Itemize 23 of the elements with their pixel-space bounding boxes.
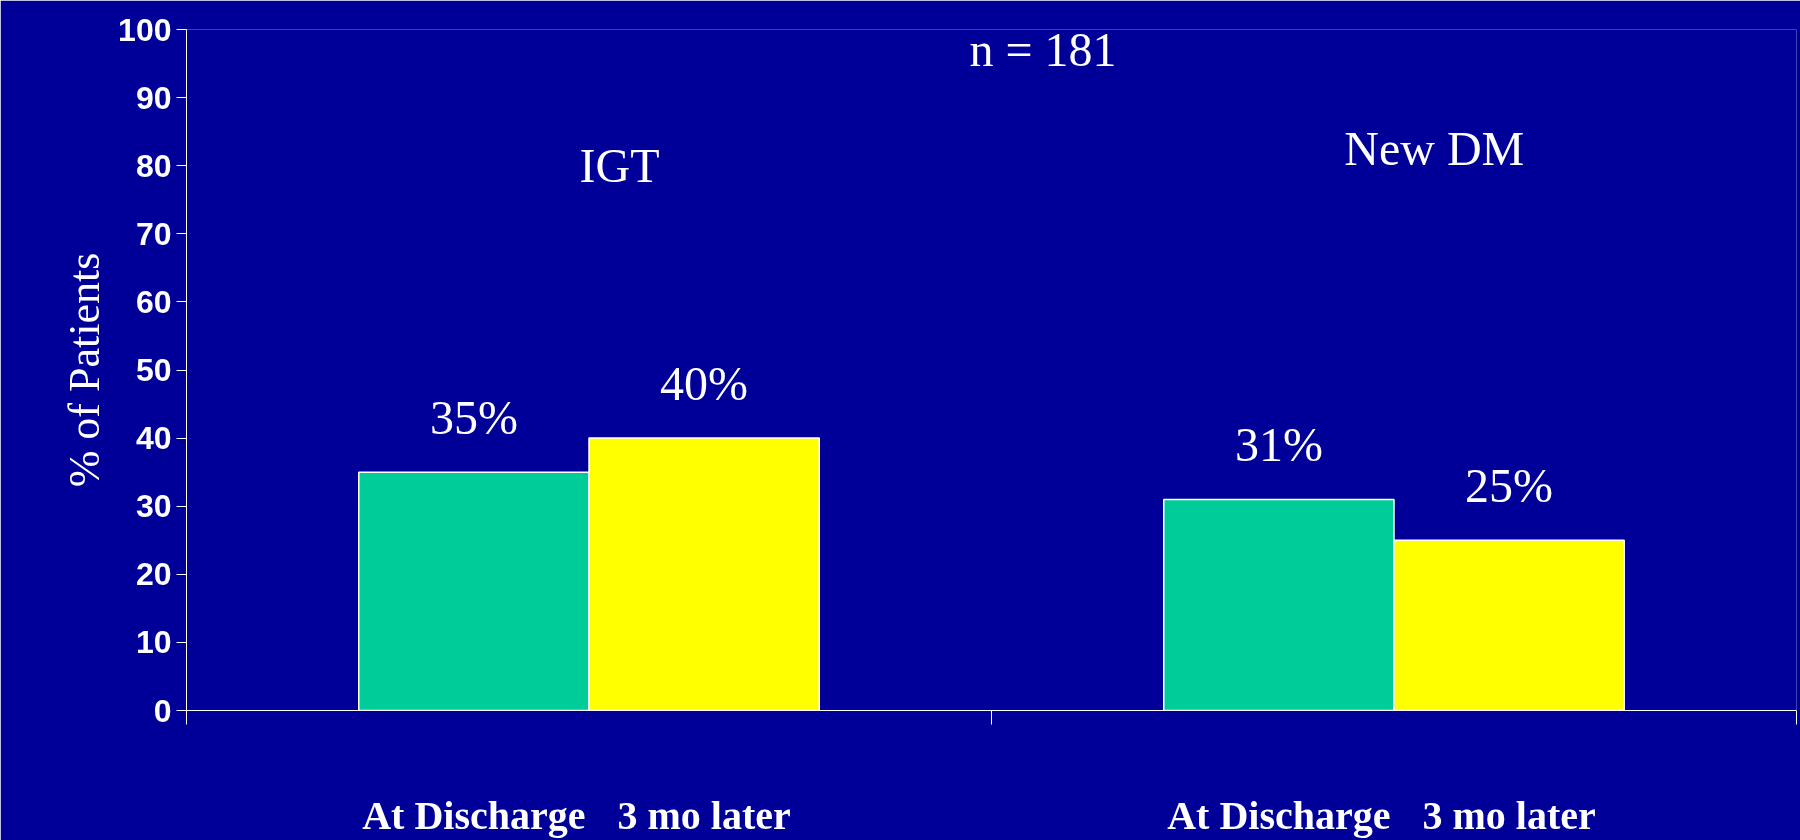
- y-tick-label: 80: [135, 147, 172, 184]
- y-tick-label: 100: [118, 11, 172, 48]
- y-tick-label: 60: [135, 283, 172, 320]
- annotation: IGT: [579, 139, 660, 193]
- data-label: 25%: [1465, 459, 1554, 513]
- y-tick-label: 10: [135, 624, 172, 661]
- y-tick-label: 20: [135, 556, 172, 593]
- y-tick-label: 30: [135, 488, 172, 525]
- annotation: n = 181: [969, 23, 1117, 77]
- x-tick-label: 3 mo later: [1422, 792, 1596, 838]
- data-label: 40%: [660, 357, 749, 411]
- y-tick-label: 90: [135, 79, 172, 116]
- annotation: New DM: [1344, 122, 1525, 176]
- y-tick-label: 50: [135, 352, 172, 388]
- data-label: 35%: [429, 391, 518, 445]
- y-tick-label: 70: [135, 215, 172, 252]
- y-tick-label: 0: [153, 692, 172, 729]
- y-axis-title: % of Patients: [60, 252, 110, 488]
- x-tick-label: At Discharge: [1167, 792, 1391, 838]
- data-label: 31%: [1234, 418, 1323, 472]
- x-tick-label: 3 mo later: [617, 792, 791, 838]
- y-tick-label: 40: [135, 420, 172, 457]
- x-tick-label: At Discharge: [362, 792, 586, 838]
